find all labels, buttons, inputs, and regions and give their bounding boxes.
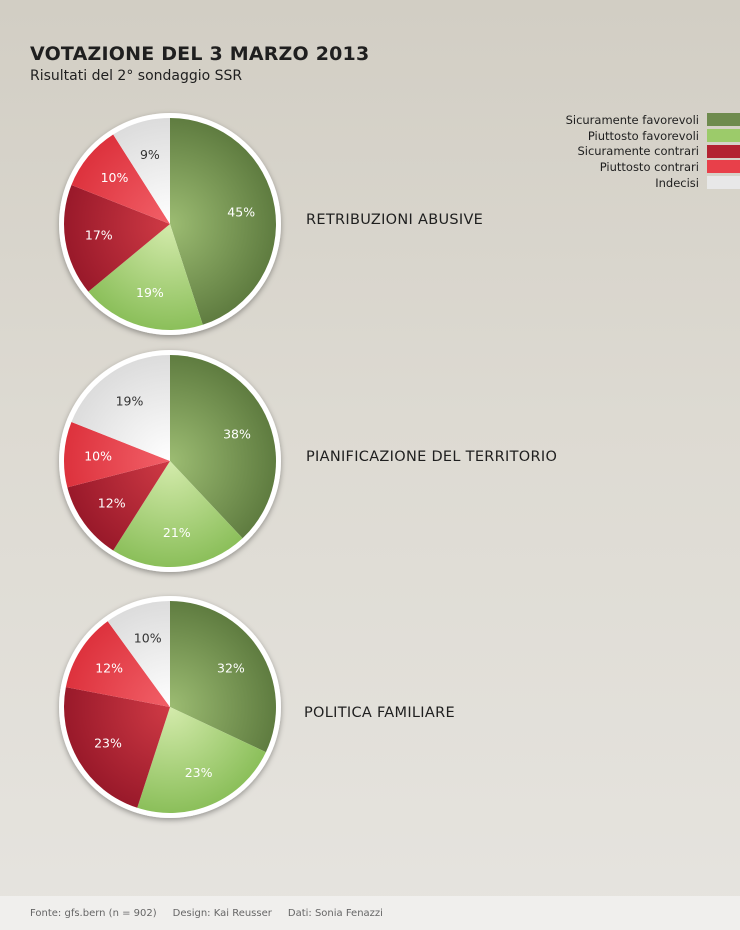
pie-label-sicuramente-favorevoli: 32% <box>217 660 245 675</box>
pie-slice-piuttosto-contrari <box>63 421 170 488</box>
pie-slice-indecisi <box>113 118 170 224</box>
legend: Sicuramente favorevoli Piuttosto favorev… <box>440 112 740 190</box>
pie-slice-sicuramente-contrari <box>67 461 170 551</box>
footer-data: Dati: Sonia Fenazzi <box>287 907 383 919</box>
pie-title-retribuzioni-abusive: RETRIBUZIONI ABUSIVE <box>306 212 484 228</box>
legend-item-piuttosto-contrari: Piuttosto contrari <box>440 159 740 175</box>
pie-slice-piuttosto-favorevoli <box>113 461 243 568</box>
legend-label: Indecisi <box>655 175 699 190</box>
legend-label: Sicuramente favorevoli <box>565 112 699 127</box>
legend-item-sicuramente-contrari: Sicuramente contrari <box>440 143 740 159</box>
footer-source: Fonte: gfs.bern (n = 902) <box>30 907 157 919</box>
pie-chart-retribuzioni-abusive: 45% 19% 17% 10% 9% <box>59 113 281 335</box>
pie-label-piuttosto-contrari: 10% <box>101 170 129 185</box>
pie-label-indecisi: 10% <box>134 630 162 645</box>
pie-slice-indecisi <box>107 601 170 707</box>
pie-slice-piuttosto-contrari <box>65 621 170 707</box>
legend-swatch <box>707 144 740 158</box>
page-title: VOTAZIONE DEL 3 MARZO 2013 <box>30 43 370 65</box>
pie-label-sicuramente-favorevoli: 38% <box>223 427 251 442</box>
legend-label: Piuttosto favorevoli <box>587 128 699 143</box>
pie-label-piuttosto-contrari: 10% <box>84 449 112 464</box>
pie-label-sicuramente-contrari: 23% <box>94 736 122 751</box>
pie-chart-politica-familiare: 32% 23% 23% 12% 10% <box>59 596 281 818</box>
pie-label-piuttosto-favorevoli: 19% <box>136 285 164 300</box>
legend-item-piuttosto-favorevoli: Piuttosto favorevoli <box>440 128 740 144</box>
pie-slice-sicuramente-contrari <box>63 184 170 292</box>
legend-item-indecisi: Indecisi <box>440 175 740 191</box>
pie-slice-sicuramente-favorevoli <box>170 355 276 539</box>
legend-swatch <box>707 176 740 190</box>
pie-slice-piuttosto-favorevoli <box>88 224 203 330</box>
footer: Fonte: gfs.bern (n = 902) Design: Kai Re… <box>0 896 740 930</box>
legend-swatch <box>707 113 740 127</box>
pie-label-sicuramente-favorevoli: 45% <box>227 205 255 220</box>
pie-label-piuttosto-favorevoli: 21% <box>163 525 191 540</box>
pie-title-politica-familiare: POLITICA FAMILIARE <box>304 705 455 721</box>
legend-label: Sicuramente contrari <box>577 144 699 159</box>
pie-title-pianificazione-territorio: PIANIFICAZIONE DEL TERRITORIO <box>306 449 558 465</box>
pie-slice-piuttosto-favorevoli <box>137 707 266 813</box>
pie-slice-indecisi <box>71 355 170 461</box>
pie-slice-sicuramente-favorevoli <box>170 118 276 325</box>
pie-label-sicuramente-contrari: 17% <box>85 227 113 242</box>
pie-slice-piuttosto-contrari <box>71 134 170 224</box>
pie-label-piuttosto-contrari: 12% <box>95 660 123 675</box>
footer-design: Design: Kai Reusser <box>172 907 272 919</box>
pie-label-indecisi: 9% <box>140 147 160 162</box>
page-subtitle: Risultati del 2° sondaggio SSR <box>30 68 243 84</box>
legend-swatch <box>707 129 740 143</box>
legend-item-sicuramente-favorevoli: Sicuramente favorevoli <box>440 112 740 128</box>
pie-slice-sicuramente-contrari <box>64 687 170 808</box>
pie-label-piuttosto-favorevoli: 23% <box>185 765 213 780</box>
legend-label: Piuttosto contrari <box>599 159 699 174</box>
legend-swatch <box>707 160 740 174</box>
pie-slice-sicuramente-favorevoli <box>170 601 276 753</box>
pie-label-sicuramente-contrari: 12% <box>98 495 126 510</box>
pie-chart-pianificazione-territorio: 38% 21% 12% 10% 19% <box>59 350 281 572</box>
pie-label-indecisi: 19% <box>116 393 144 408</box>
